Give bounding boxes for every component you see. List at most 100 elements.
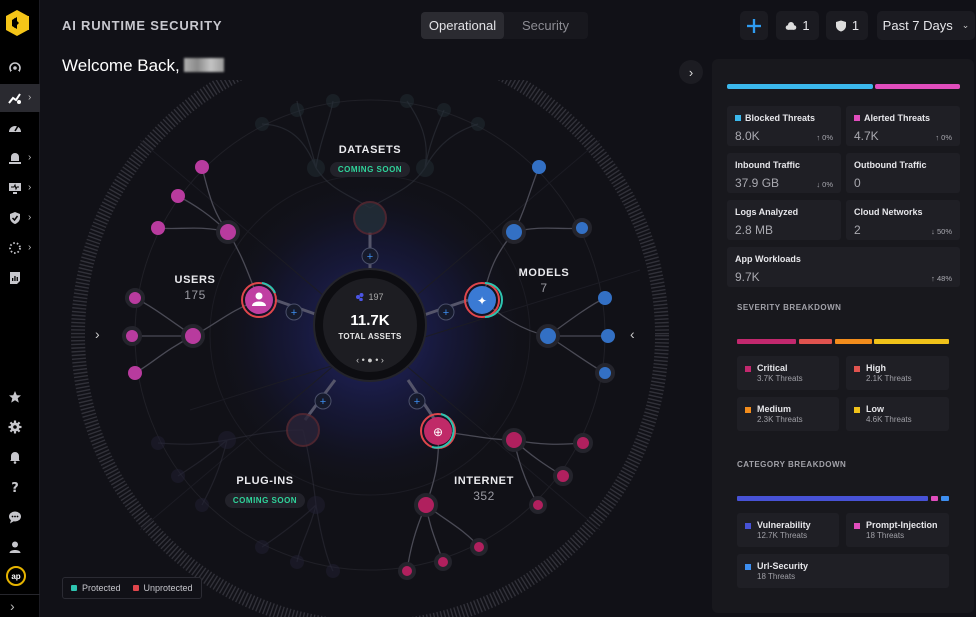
category-bar-prompt-injection[interactable] [931,496,938,501]
cluster-plugins[interactable]: PLUG-INS COMING SOON [215,475,315,508]
severity-bar-critical[interactable] [737,339,796,344]
add-connector-buttons: + + + + + [285,247,455,410]
expand-sidebar-icon[interactable]: › [10,598,15,614]
svg-text:+: + [291,307,297,319]
stat-value: 2.8 MB [735,223,774,237]
collapse-panel-button[interactable]: › [679,60,703,84]
severity-count: 3.7K Threats [757,374,803,383]
severity-bar-high[interactable] [799,339,832,344]
pan-right-arrow[interactable]: ‹ [630,326,635,342]
siren-icon [9,153,21,164]
cloud-accounts-button[interactable]: 1 [776,11,819,40]
stat-title: Logs Analyzed [735,207,799,217]
legend-unprotected-label: Unprotected [143,583,193,593]
low-swatch [854,407,860,413]
logo-icon[interactable] [4,8,30,38]
redacted-username [183,58,224,72]
pan-left-arrow[interactable]: › [95,326,100,342]
stat-delta: ↑ 48% [931,274,952,283]
stat-title: Blocked Threats [745,113,816,123]
sidebar-item-chat[interactable] [0,503,40,531]
medium-swatch [745,407,751,413]
cluster-users-label: USERS [174,274,216,286]
legend-protected: Protected [71,583,121,593]
shield-alerts-button[interactable]: 1 [826,11,868,40]
stat-outbound-traffic[interactable]: Outbound Traffic 0 [846,153,960,193]
category-name: Vulnerability [757,520,811,530]
severity-critical[interactable]: Critical 3.7K Threats [737,356,839,390]
sidebar-item-gauge[interactable] [0,114,40,142]
severity-medium[interactable]: Medium 2.3K Threats [737,397,839,431]
prompt-injection-swatch [854,523,860,529]
sidebar: › › › › › [0,0,40,617]
sidebar-item-notifications[interactable] [0,443,40,471]
chevron-right-icon: › [28,242,32,253]
severity-high[interactable]: High 2.1K Threats [846,356,949,390]
cluster-datasets[interactable]: DATASETS COMING SOON [320,144,420,177]
total-assets-value: 11.7K [350,312,390,329]
sidebar-item-insights[interactable]: › [0,84,40,112]
sidebar-item-settings[interactable] [0,413,40,441]
sidebar-item-alerts[interactable]: › [0,144,40,172]
severity-name: Critical [757,363,788,373]
cluster-models-count: 7 [540,281,548,295]
cluster-models[interactable]: MODELS 7 [504,267,584,295]
chevron-right-icon: › [28,182,32,193]
question-icon: ? [11,481,19,494]
shield-count: 1 [851,18,860,33]
category-bar-vulnerability[interactable] [737,496,928,501]
stat-app-workloads[interactable]: App Workloads 9.7K ↑ 48% [727,247,960,287]
severity-bar-low[interactable] [874,339,949,344]
legend-unprotected: Unprotected [132,583,193,593]
sidebar-item-dashboard[interactable] [0,54,40,82]
stat-inbound-traffic[interactable]: Inbound Traffic 37.9 GB ↓ 0% [727,153,841,193]
time-range-dropdown[interactable]: Past 7 Days ⌄ [877,11,975,40]
stat-title: App Workloads [735,254,801,264]
cluster-users[interactable]: USERS 175 [155,274,235,302]
hub-pager[interactable]: ‹ • ● • › [356,355,384,365]
tab-security[interactable]: Security [522,18,569,33]
severity-low[interactable]: Low 4.6K Threats [846,397,949,431]
high-swatch [854,366,860,372]
category-count: 18 Threats [757,572,796,581]
category-url-security[interactable]: Url-Security 18 Threats [737,554,949,588]
stat-title: Alerted Threats [864,113,931,123]
tab-operational[interactable]: Operational [421,12,504,39]
shield-check-icon [10,212,20,224]
stat-alerted-threats[interactable]: Alerted Threats 4.7K ↑ 0% [846,106,960,146]
sidebar-item-profile[interactable] [0,533,40,561]
dotted-circle-icon [9,242,21,254]
sidebar-item-integrations[interactable]: › [0,234,40,262]
category-vulnerability[interactable]: Vulnerability 12.7K Threats [737,513,839,547]
severity-bar-medium[interactable] [835,339,872,344]
sidebar-item-monitor[interactable]: › [0,174,40,202]
severity-name: High [866,363,886,373]
sidebar-item-reports[interactable] [0,264,40,292]
sidebar-item-policies[interactable]: › [0,204,40,232]
protected-swatch [71,585,77,591]
stat-value: 2 [854,223,861,237]
stat-blocked-threats[interactable]: Blocked Threats 8.0K ↑ 0% [727,106,841,146]
category-prompt-injection[interactable]: Prompt-Injection 18 Threats [846,513,949,547]
total-assets-hub[interactable]: 197 11.7K TOTAL ASSETS ‹ • ● • › [315,270,425,380]
asset-group-count: 197 [368,292,384,302]
category-name: Url-Security [757,561,809,571]
stat-delta: ↑ 0% [935,133,952,142]
sidebar-item-help[interactable]: ? [0,473,40,501]
cluster-models-label: MODELS [518,267,570,279]
shield-icon [835,20,846,31]
category-bar-url-security[interactable] [941,496,949,501]
cluster-internet[interactable]: INTERNET 352 [444,475,524,503]
svg-text:+: + [414,396,420,408]
cluster-users-count: 175 [184,288,206,302]
stat-delta: ↓ 0% [816,180,833,189]
add-button[interactable] [740,11,768,40]
stat-cloud-networks[interactable]: Cloud Networks 2 ↓ 50% [846,200,960,240]
sidebar-item-favorites[interactable] [0,383,40,411]
stat-title: Cloud Networks [854,207,923,217]
stat-logs-analyzed[interactable]: Logs Analyzed 2.8 MB [727,200,841,240]
avatar[interactable]: ap [6,566,26,586]
svg-text:⊕: ⊕ [433,425,443,439]
category-count: 18 Threats [866,531,905,540]
